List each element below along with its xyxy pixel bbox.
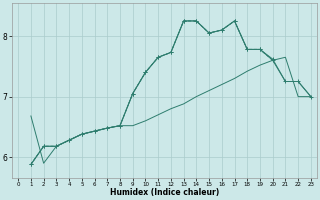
X-axis label: Humidex (Indice chaleur): Humidex (Indice chaleur) [110,188,219,197]
